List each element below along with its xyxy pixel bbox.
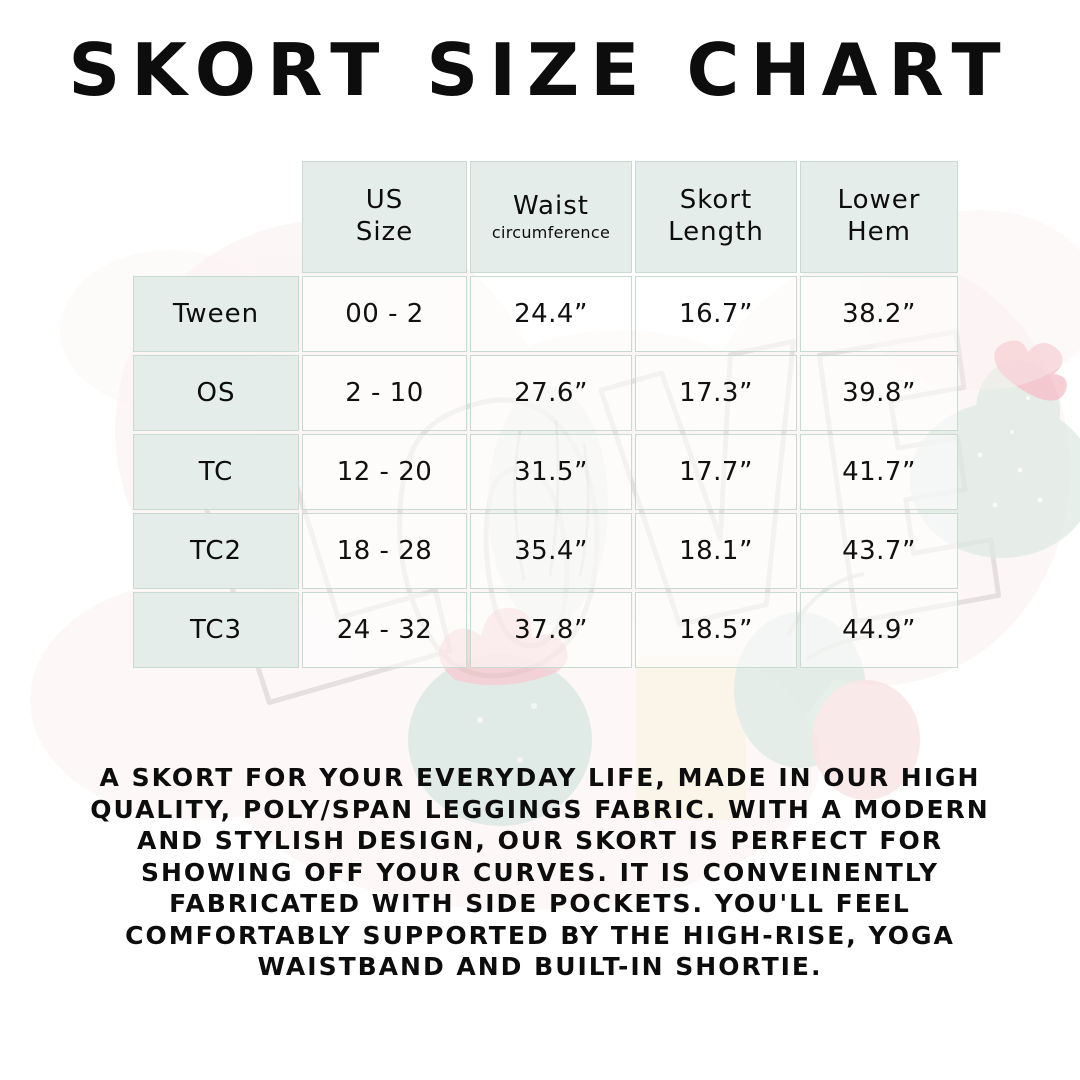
column-header-lower-hem: Lower Hem bbox=[800, 161, 958, 273]
cell-skort-length: 18.1” bbox=[635, 513, 797, 589]
column-header-line1: Waist bbox=[513, 191, 589, 222]
column-header-waist: Waist circumference bbox=[470, 161, 632, 273]
column-header-line1: Skort bbox=[679, 185, 753, 216]
table-row: OS 2 - 10 27.6” 17.3” 39.8” bbox=[133, 355, 958, 431]
cell-skort-length: 18.5” bbox=[635, 592, 797, 668]
cell-waist: 35.4” bbox=[470, 513, 632, 589]
size-chart-table: US Size Waist circumference Skort Length… bbox=[130, 158, 961, 671]
cell-waist: 31.5” bbox=[470, 434, 632, 510]
cell-us-size: 00 - 2 bbox=[302, 276, 467, 352]
cell-us-size: 24 - 32 bbox=[302, 592, 467, 668]
cell-lower-hem: 41.7” bbox=[800, 434, 958, 510]
cell-skort-length: 17.7” bbox=[635, 434, 797, 510]
row-label-os: OS bbox=[133, 355, 299, 431]
cell-lower-hem: 44.9” bbox=[800, 592, 958, 668]
cell-skort-length: 17.3” bbox=[635, 355, 797, 431]
column-header-line2: Hem bbox=[847, 217, 911, 247]
cell-skort-length: 16.7” bbox=[635, 276, 797, 352]
table-row: TC2 18 - 28 35.4” 18.1” 43.7” bbox=[133, 513, 958, 589]
row-label-tc2: TC2 bbox=[133, 513, 299, 589]
product-description: A SKORT FOR YOUR EVERYDAY LIFE, MADE IN … bbox=[90, 762, 990, 983]
cell-waist: 37.8” bbox=[470, 592, 632, 668]
description-line: AND STYLISH DESIGN, OUR SKORT IS PERFECT… bbox=[137, 826, 943, 855]
row-label-tween: Tween bbox=[133, 276, 299, 352]
cell-lower-hem: 43.7” bbox=[800, 513, 958, 589]
size-chart-table-container: US Size Waist circumference Skort Length… bbox=[130, 158, 958, 668]
header-corner-spacer bbox=[133, 161, 299, 273]
column-header-line2: Size bbox=[355, 217, 414, 247]
description-line: SHOWING OFF YOUR CURVES. IT IS CONVEINEN… bbox=[141, 857, 939, 887]
cell-waist: 27.6” bbox=[470, 355, 632, 431]
column-header-line1: US bbox=[365, 185, 404, 216]
description-line: A SKORT FOR YOUR EVERYDAY LIFE, MADE IN … bbox=[99, 763, 981, 792]
cell-us-size: 2 - 10 bbox=[302, 355, 467, 431]
description-line: WAISTBAND AND BUILT-IN SHORTIE. bbox=[257, 952, 823, 981]
column-header-skort-length: Skort Length bbox=[635, 161, 797, 273]
column-header-us-size: US Size bbox=[302, 161, 467, 273]
table-row: Tween 00 - 2 24.4” 16.7” 38.2” bbox=[133, 276, 958, 352]
table-row: TC 12 - 20 31.5” 17.7” 41.7” bbox=[133, 434, 958, 510]
column-header-line2: Length bbox=[668, 217, 764, 247]
column-header-subtext: circumference bbox=[491, 223, 611, 243]
table-header-row: US Size Waist circumference Skort Length… bbox=[133, 161, 958, 273]
cell-us-size: 12 - 20 bbox=[302, 434, 467, 510]
cell-waist: 24.4” bbox=[470, 276, 632, 352]
cell-us-size: 18 - 28 bbox=[302, 513, 467, 589]
description-line: COMFORTABLY SUPPORTED BY THE HIGH-RISE, … bbox=[125, 920, 955, 950]
cell-lower-hem: 38.2” bbox=[800, 276, 958, 352]
description-line: FABRICATED WITH SIDE POCKETS. YOU'LL FEE… bbox=[169, 889, 911, 918]
row-label-tc: TC bbox=[133, 434, 299, 510]
column-header-line1: Lower bbox=[837, 185, 921, 216]
page-title: SKORT SIZE CHART bbox=[68, 28, 1012, 112]
table-row: TC3 24 - 32 37.8” 18.5” 44.9” bbox=[133, 592, 958, 668]
cell-lower-hem: 39.8” bbox=[800, 355, 958, 431]
description-line: QUALITY, POLY/SPAN LEGGINGS FABRIC. WITH… bbox=[90, 794, 990, 824]
row-label-tc3: TC3 bbox=[133, 592, 299, 668]
